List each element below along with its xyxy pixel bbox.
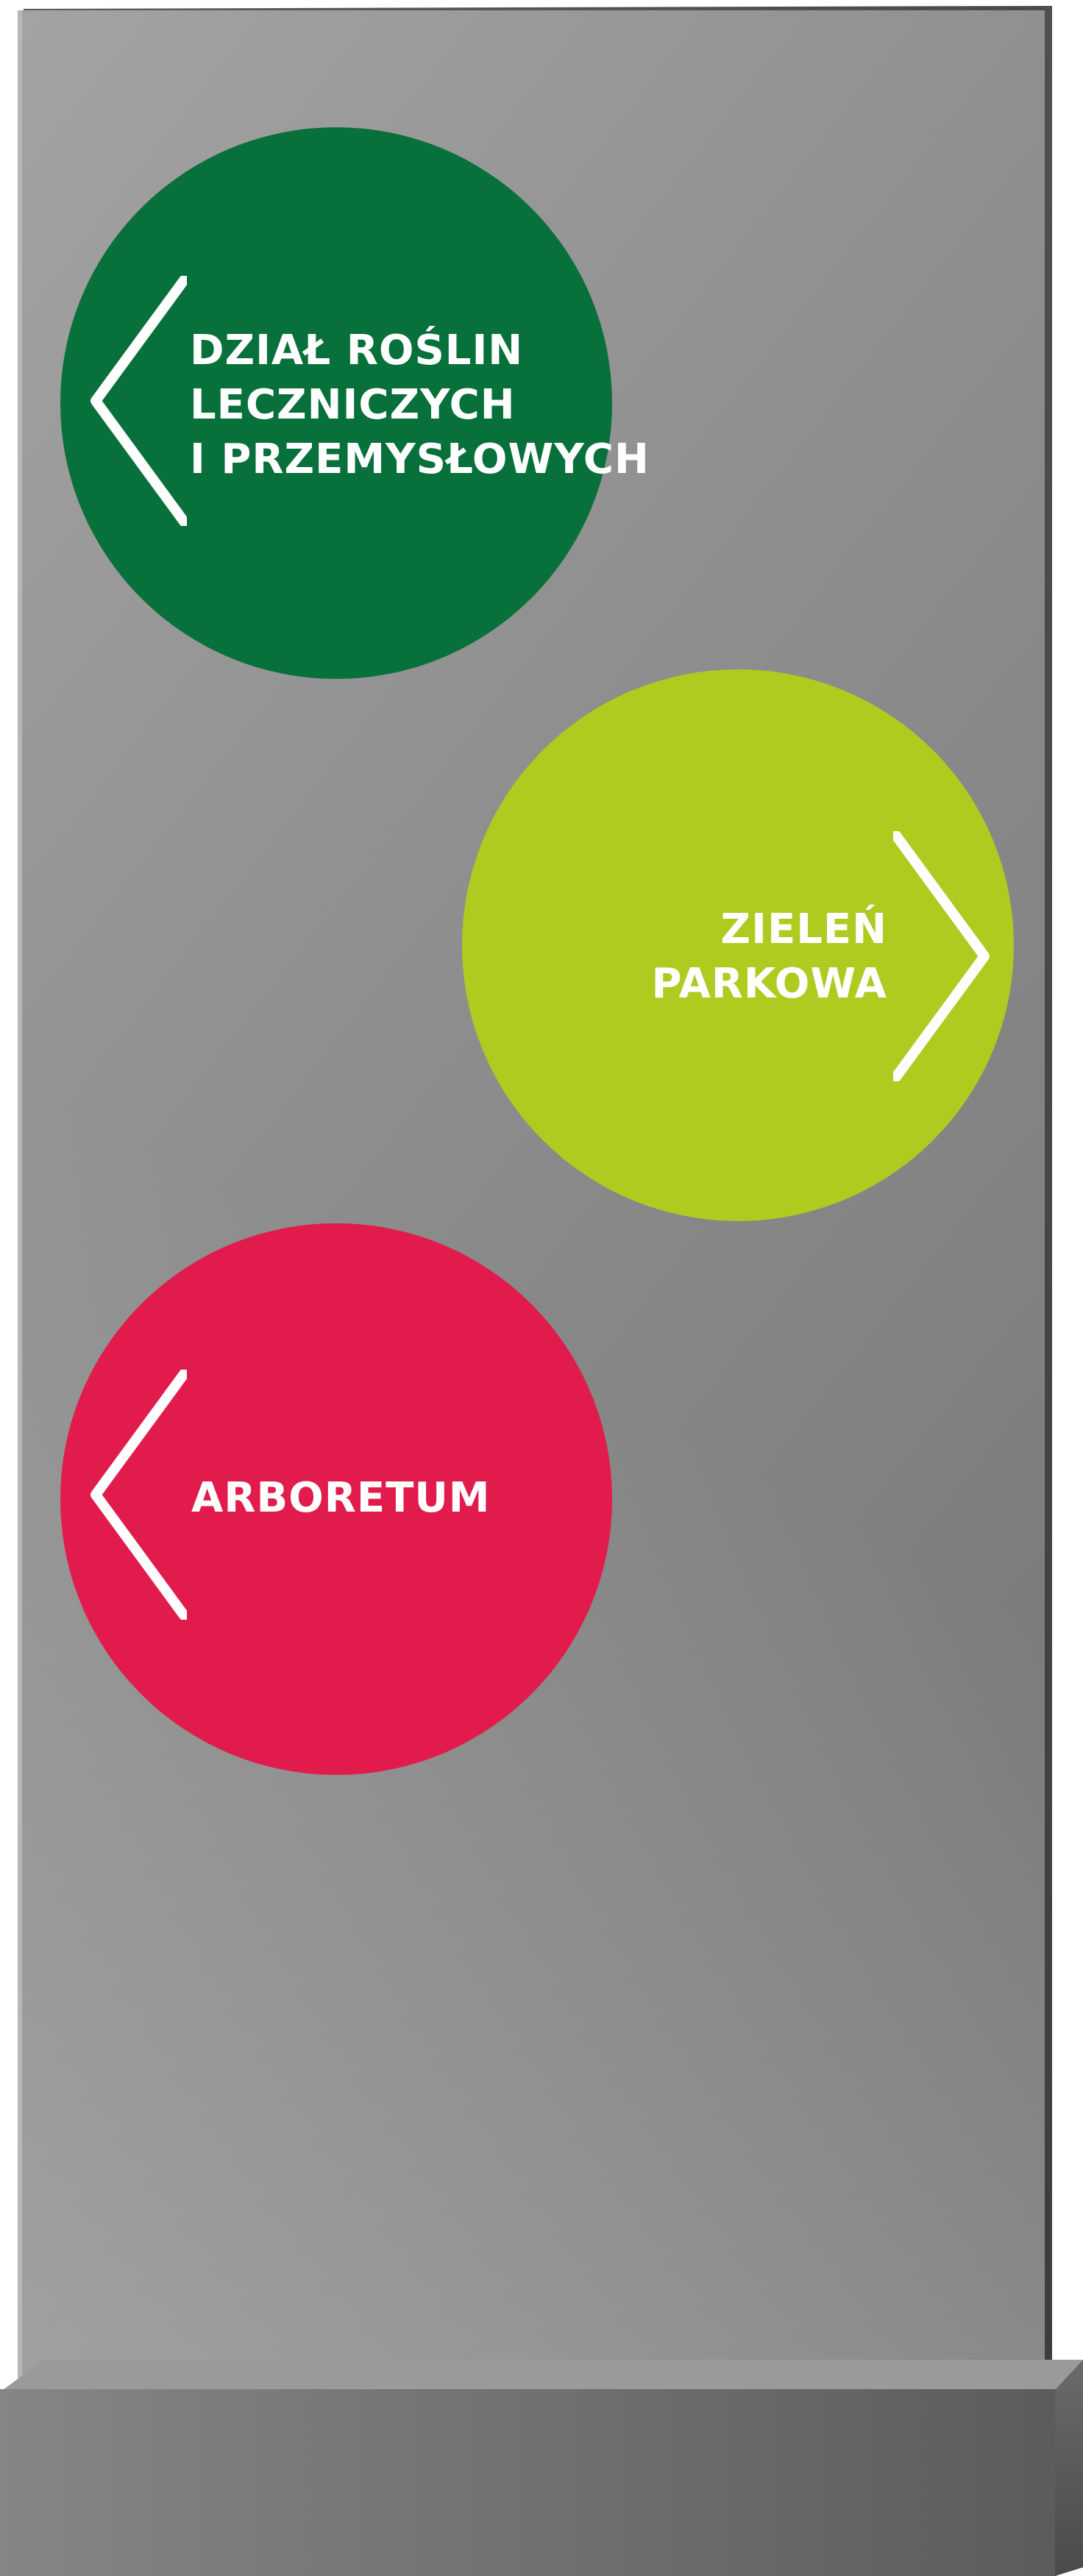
chevron-left-icon — [90, 276, 187, 526]
sign-base — [0, 2389, 1057, 2576]
board-top-edge — [24, 6, 1045, 13]
direction-circle-medicinal-plants — [60, 127, 612, 679]
label-line: LECZNICZYCH — [190, 381, 516, 429]
label-line: DZIAŁ ROŚLIN — [190, 327, 524, 374]
label-line: PARKOWA — [651, 960, 887, 1008]
direction-label-medicinal-plants: DZIAŁ ROŚLIN LECZNICZYCH I PRZEMYSŁOWYCH — [190, 324, 650, 487]
board-side-edge — [1043, 6, 1052, 2389]
base-side — [1055, 2360, 1083, 2576]
board-left-edge — [18, 10, 24, 2392]
direction-circle-arboretum — [60, 1223, 612, 1775]
label-line: ZIELEŃ — [720, 905, 887, 953]
label-line: I PRZEMYSŁOWYCH — [190, 435, 650, 483]
label-line: ARBORETUM — [191, 1474, 491, 1522]
direction-label-park-greenery: ZIELEŃ PARKOWA — [647, 903, 887, 1011]
direction-circle-park-greenery — [462, 669, 1014, 1221]
chevron-left-icon — [90, 1370, 187, 1620]
base-top — [0, 2360, 1083, 2392]
direction-label-arboretum: ARBORETUM — [191, 1471, 491, 1526]
chevron-right-icon — [893, 831, 990, 1081]
